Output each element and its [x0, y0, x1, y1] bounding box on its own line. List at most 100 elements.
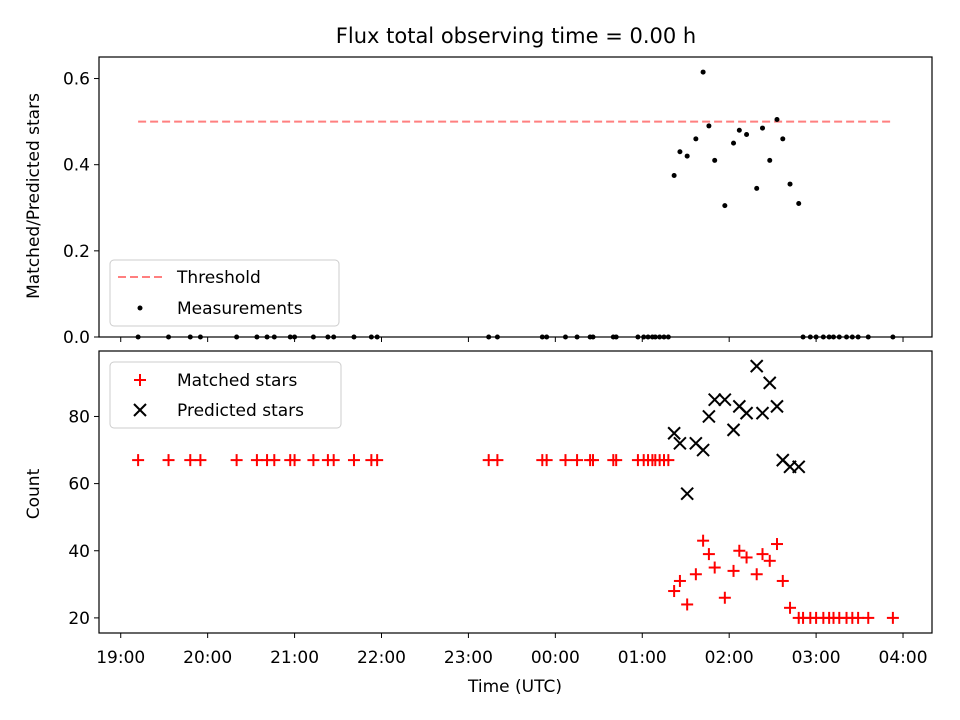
measurement-point [590, 334, 596, 340]
matched-star-point [740, 551, 753, 564]
matched-star-point [610, 454, 623, 467]
measurement-point [331, 334, 337, 340]
predicted-star-point [667, 426, 681, 440]
matched-star-point [776, 574, 789, 587]
measurement-point [652, 334, 658, 340]
measurement-point [700, 69, 706, 75]
matched-star-point [540, 454, 553, 467]
measurement-point [780, 136, 786, 142]
measurement-point [744, 132, 750, 138]
predicted-star-point [750, 359, 764, 373]
matched-star-point [718, 591, 731, 604]
matched-star-point [559, 454, 572, 467]
legend-predicted-label: Predicted stars [177, 401, 304, 421]
matched-star-point [194, 454, 207, 467]
top-ytick-label: 0.2 [63, 242, 90, 262]
measurement-point [820, 334, 826, 340]
measurement-point [368, 334, 374, 340]
measurement-point [325, 334, 331, 340]
matched-star-point [681, 598, 694, 611]
matched-star-point [571, 454, 584, 467]
bottom-legend: Matched stars Predicted stars [109, 361, 342, 429]
top-chart-title: Flux total observing time = 0.00 h [336, 24, 696, 48]
predicted-star-point [702, 409, 716, 424]
bottom-ytick-label: 60 [68, 475, 90, 495]
measurement-point [760, 125, 766, 131]
matched-star-point [756, 548, 769, 561]
measurement-point [800, 334, 806, 340]
matched-star-point [697, 534, 710, 547]
predicted-star-point [673, 436, 687, 451]
measurement-point [836, 334, 842, 340]
measurement-point [645, 334, 651, 340]
measurement-point [722, 203, 728, 209]
matched-star-point [733, 544, 746, 557]
measurement-point [310, 334, 316, 340]
measurement-point [890, 334, 896, 340]
measurement-point [374, 334, 380, 340]
measurement-point [657, 334, 663, 340]
measurement-point [187, 334, 193, 340]
matched-star-point [268, 454, 281, 467]
measurement-point [807, 334, 813, 340]
top-ytick-label: 0.6 [63, 70, 90, 90]
measurement-point [197, 334, 203, 340]
bottom-ytick-label: 80 [68, 407, 90, 427]
matched-star-point [862, 611, 875, 624]
predicted-star-point [763, 376, 777, 390]
measurement-point [813, 334, 819, 340]
bottom-xtick-label: 00:00 [531, 648, 580, 668]
top-legend: Threshold Measurements [109, 259, 340, 327]
measurement-point [826, 334, 832, 340]
measurement-point [486, 334, 492, 340]
matched-star-point [132, 454, 145, 467]
legend-measurements-label: Measurements [177, 299, 303, 319]
predicted-star-point [755, 406, 770, 420]
measurement-point [830, 334, 836, 340]
legend-measurements-swatch [137, 305, 143, 311]
legend-matched-swatch [134, 374, 146, 386]
measurement-point [865, 334, 871, 340]
measurement-point [796, 200, 802, 206]
measurement-point [562, 334, 568, 340]
top-plot-area: 0.0 0.2 0.4 0.6 [63, 56, 933, 348]
top-chart-ylabel: Matched/Predicted stars [24, 93, 44, 299]
bottom-axes-frame [98, 350, 933, 634]
bottom-legend-box [109, 361, 342, 429]
measurement-point [736, 127, 742, 133]
measurement-point [635, 334, 641, 340]
measurement-point [767, 157, 773, 163]
matched-star-point [784, 601, 797, 614]
bottom-xtick-label: 04:00 [879, 648, 928, 668]
matched-star-point [750, 568, 763, 581]
legend-matched-label: Matched stars [177, 371, 297, 391]
measurement-point [787, 181, 793, 187]
bottom-xtick-label: 01:00 [618, 648, 667, 668]
measurement-point [665, 334, 671, 340]
measurement-point [731, 140, 737, 146]
bottom-xtick-label: 03:00 [792, 648, 841, 668]
measurement-point [287, 334, 293, 340]
matched-star-point [673, 574, 686, 587]
measurement-point [613, 334, 619, 340]
measurement-point [494, 334, 500, 340]
bottom-xtick-label: 22:00 [357, 648, 406, 668]
measurement-point [706, 123, 712, 129]
matched-star-point [288, 454, 301, 467]
legend-predicted-swatch [133, 403, 147, 417]
measurement-point [855, 334, 861, 340]
matched-star-point [727, 564, 740, 577]
measurement-point [754, 185, 760, 191]
measurement-point [264, 334, 270, 340]
measurement-point [641, 334, 647, 340]
measurement-point [135, 334, 141, 340]
matched-star-point [702, 548, 715, 561]
predicted-star-point [739, 406, 754, 420]
bottom-chart-xlabel: Time (UTC) [467, 677, 562, 697]
predicted-star-point [718, 392, 732, 407]
top-legend-box [109, 259, 340, 327]
measurement-point [574, 334, 580, 340]
bottom-xtick-label: 19:00 [96, 648, 145, 668]
matched-star-point [491, 454, 504, 467]
